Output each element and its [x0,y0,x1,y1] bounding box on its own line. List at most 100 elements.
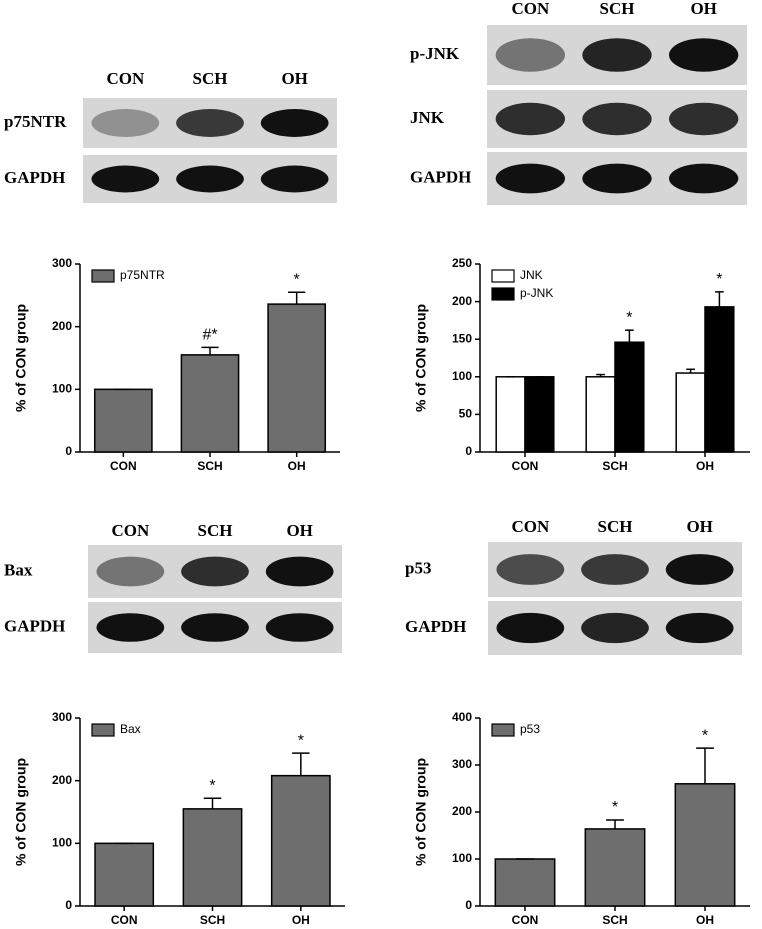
bar [94,842,155,907]
bar [495,376,526,453]
significance-mark: * [298,732,304,749]
lane-label: CON [106,69,145,88]
x-tick-label: SCH [602,459,627,473]
y-tick-label: 200 [452,294,472,308]
bar [675,372,706,453]
blot-band [260,165,329,193]
blot-band [91,109,160,137]
x-tick-label: SCH [200,913,225,927]
row-label: GAPDH [405,617,466,636]
y-tick-label: 150 [452,331,472,345]
y-axis-label: % of CON group [413,304,429,412]
lane-label: OH [286,521,312,540]
y-axis-label: % of CON group [13,304,29,412]
blot-band [581,612,649,644]
y-tick-label: 0 [465,444,472,458]
legend-swatch [491,269,515,283]
blot-band [582,38,652,72]
blot-band [260,109,329,137]
blot-band [495,163,565,194]
bar [585,376,616,453]
y-tick-label: 300 [52,710,72,724]
lane-label: CON [111,521,150,540]
legend-swatch [491,723,515,737]
bar [674,783,736,907]
significance-mark: * [626,309,632,326]
significance-mark: * [716,271,722,288]
blot-band [495,38,565,72]
row-label: GAPDH [4,616,65,635]
y-tick-label: 300 [52,256,72,270]
bar [270,774,331,907]
y-tick-label: 100 [452,369,472,383]
blot-band [496,554,565,585]
row-label: p53 [405,558,431,577]
blot-band [495,102,565,136]
x-tick-label: CON [111,913,138,927]
blot-band [581,554,649,585]
legend-label: JNK [520,268,543,282]
legend-label: p75NTR [120,268,165,282]
y-tick-label: 0 [465,898,472,912]
legend-swatch [91,723,115,737]
lane-label: OH [690,0,716,18]
x-tick-label: CON [512,913,539,927]
lane-label: OH [686,517,712,536]
significance-mark: * [702,727,708,744]
y-tick-label: 250 [452,256,472,270]
lane-label: OH [281,69,307,88]
y-tick-label: 300 [452,757,472,771]
y-tick-label: 100 [52,382,72,396]
x-tick-label: CON [110,459,137,473]
lane-label: SCH [598,517,633,536]
legend-swatch [91,269,115,283]
bar [524,376,555,453]
y-tick-label: 0 [65,898,72,912]
blot-band [669,102,739,136]
row-label: GAPDH [4,168,65,187]
bar [267,303,327,453]
legend-swatch [491,287,515,301]
y-axis-label: % of CON group [413,758,429,866]
x-tick-label: CON [512,459,539,473]
blot-band [96,613,165,642]
x-tick-label: OH [292,913,310,927]
row-label: JNK [410,108,445,127]
lane-label: CON [511,0,550,18]
y-tick-label: 200 [452,804,472,818]
blot-band [176,109,244,137]
blot-band [181,613,249,642]
row-label: p75NTR [4,112,67,131]
lane-label: SCH [600,0,635,18]
significance-mark: * [612,799,618,816]
blot-band [665,554,734,585]
blot-band [669,38,739,72]
significance-mark: * [209,777,215,794]
y-tick-label: 50 [459,407,473,421]
blot-band [582,102,652,136]
row-label: GAPDH [410,167,471,186]
x-tick-label: OH [696,913,714,927]
blot-band [91,165,160,193]
lane-label: SCH [193,69,228,88]
x-tick-label: SCH [602,913,627,927]
legend-label: p-JNK [520,286,553,300]
blot-band [496,612,565,644]
bar [180,354,240,453]
x-tick-label: OH [696,459,714,473]
significance-mark: #* [202,327,217,344]
bar [584,828,646,907]
x-tick-label: OH [288,459,306,473]
lane-label: CON [511,517,550,536]
legend-label: Bax [120,722,141,736]
y-tick-label: 200 [52,773,72,787]
y-tick-label: 0 [65,444,72,458]
x-tick-label: SCH [197,459,222,473]
y-tick-label: 100 [52,836,72,850]
lane-label: SCH [198,521,233,540]
bar [93,388,153,453]
blot-band [265,613,334,642]
blot-band [96,556,165,587]
row-label: Bax [4,560,33,579]
